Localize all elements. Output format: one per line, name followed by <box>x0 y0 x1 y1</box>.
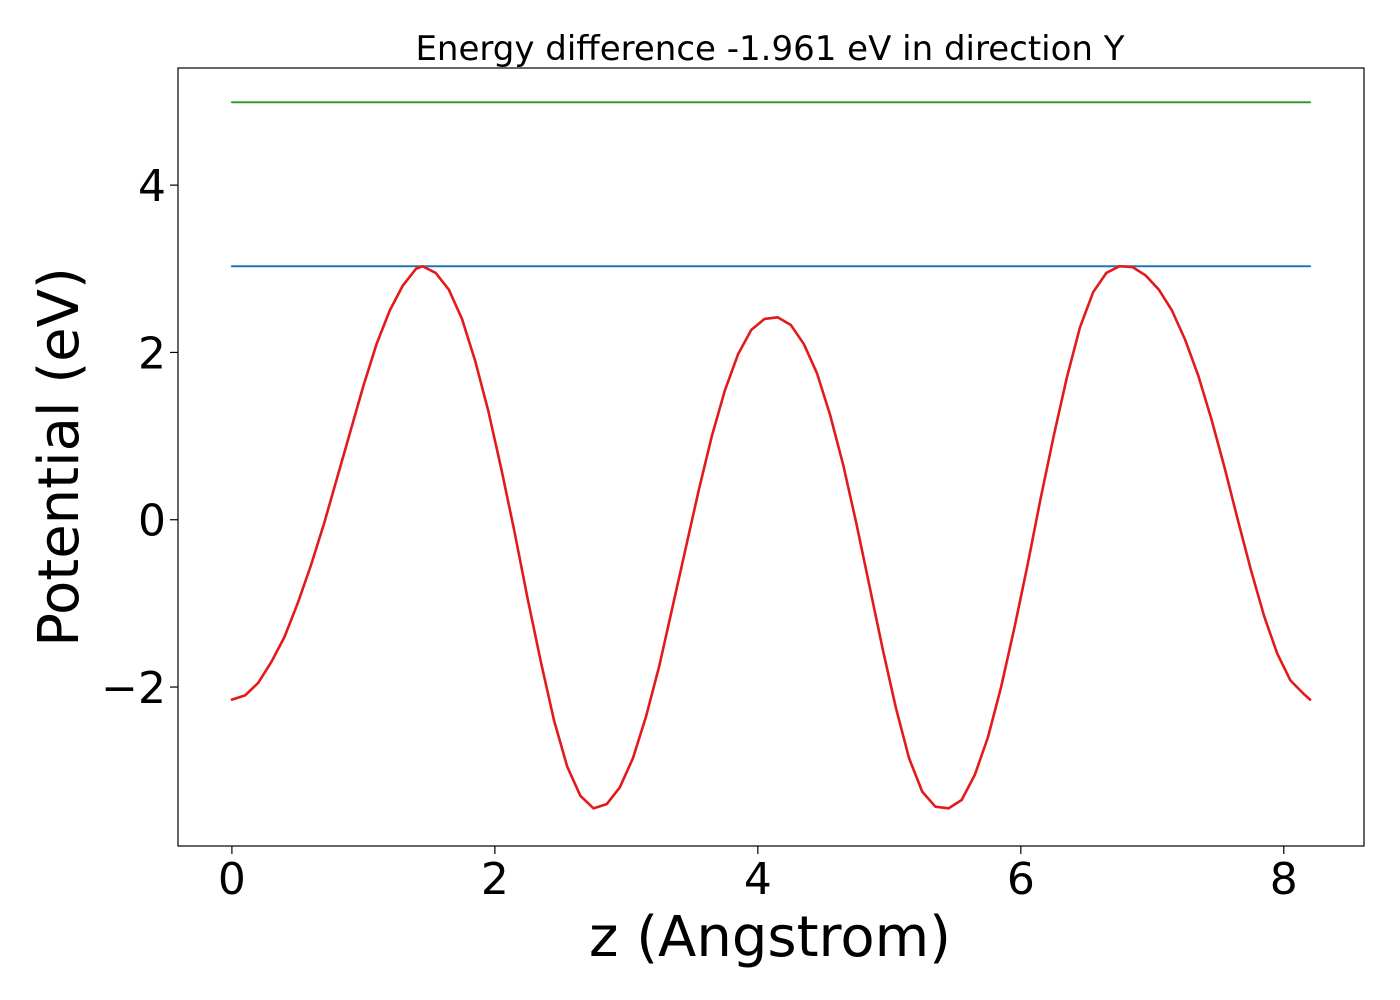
y-axis-label: Potential (eV) <box>27 267 92 647</box>
x-tick-label: 0 <box>218 854 246 905</box>
y-tick-label: −2 <box>101 663 166 714</box>
y-tick-label: 2 <box>138 328 166 379</box>
x-axis-ticks: 0 2 4 6 8 <box>218 846 1298 905</box>
y-axis-ticks: −2 0 2 4 <box>101 161 178 714</box>
y-tick-label: 4 <box>138 161 166 212</box>
x-tick-label: 2 <box>481 854 509 905</box>
series-line-red <box>230 264 1312 810</box>
y-tick-label: 0 <box>138 496 166 547</box>
chart-title: Energy difference -1.961 eV in direction… <box>415 29 1124 69</box>
plot-area-frame <box>177 67 1365 847</box>
x-tick-label: 8 <box>1270 854 1298 905</box>
x-tick-label: 6 <box>1007 854 1035 905</box>
series-group <box>230 101 1312 810</box>
x-tick-label: 4 <box>744 854 772 905</box>
x-axis-label: z (Angstrom) <box>589 905 951 970</box>
